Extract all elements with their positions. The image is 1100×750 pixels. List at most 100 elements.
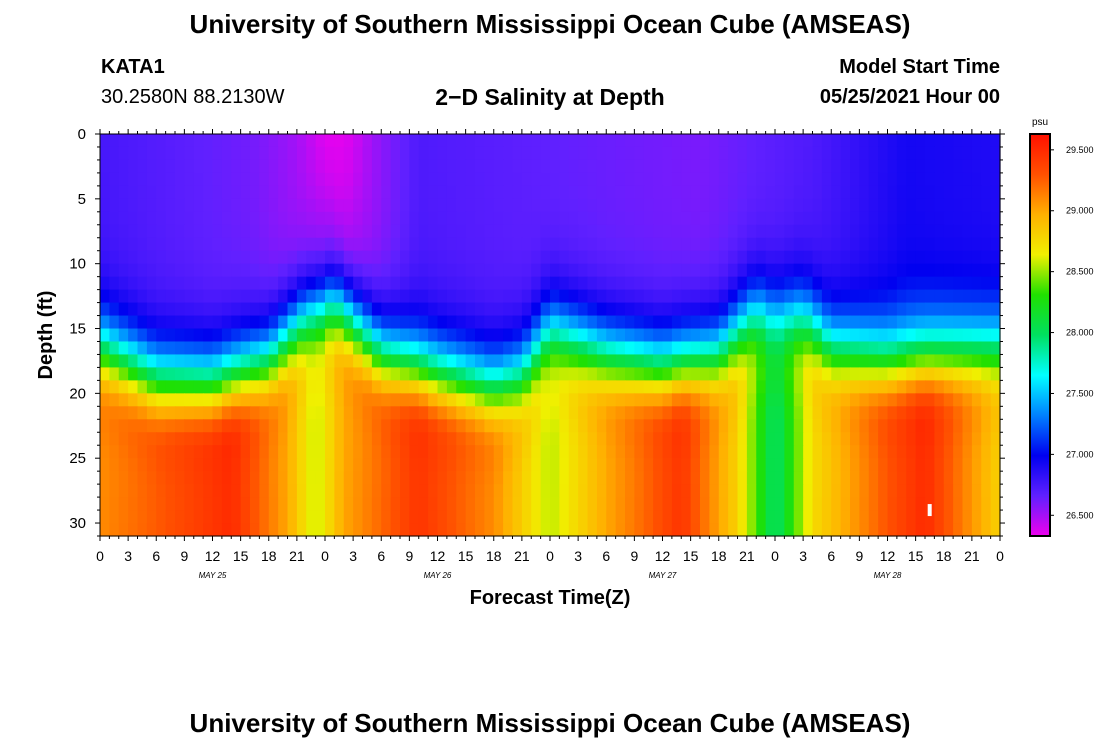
heatmap-cell bbox=[596, 484, 607, 498]
heatmap-cell bbox=[503, 432, 514, 446]
heatmap-cell bbox=[146, 380, 157, 394]
heatmap-cell bbox=[371, 484, 382, 498]
heatmap-cell bbox=[175, 224, 185, 239]
heatmap-cell bbox=[165, 134, 176, 148]
heatmap-cell bbox=[615, 302, 626, 317]
heatmap-cell bbox=[756, 289, 767, 304]
heatmap-cell bbox=[362, 419, 373, 433]
heatmap-cell bbox=[643, 341, 654, 356]
heatmap-cell bbox=[400, 185, 410, 200]
heatmap-cell bbox=[625, 185, 635, 200]
heatmap-cell bbox=[765, 458, 776, 472]
heatmap-cell bbox=[428, 250, 439, 265]
heatmap-cell bbox=[175, 458, 185, 472]
heatmap-cell bbox=[896, 471, 907, 485]
heatmap-cell bbox=[156, 523, 167, 537]
heatmap-cell bbox=[296, 406, 307, 420]
heatmap-cell bbox=[296, 328, 307, 343]
heatmap-cell bbox=[503, 302, 514, 317]
x-tick-label: 0 bbox=[546, 548, 554, 564]
heatmap-cell bbox=[859, 523, 870, 537]
heatmap-cell bbox=[662, 237, 673, 252]
heatmap-cell bbox=[128, 276, 139, 291]
heatmap-cell bbox=[212, 185, 223, 200]
heatmap-cell bbox=[962, 445, 973, 459]
footer-title: University of Southern Mississippi Ocean… bbox=[189, 708, 911, 738]
heatmap-cell bbox=[484, 198, 495, 213]
heatmap-cell bbox=[231, 354, 242, 369]
heatmap-cell bbox=[371, 276, 382, 291]
heatmap-cell bbox=[315, 237, 326, 252]
heatmap-cell bbox=[728, 198, 739, 213]
heatmap-cell bbox=[146, 250, 157, 265]
heatmap-cell bbox=[343, 276, 354, 291]
heatmap-cell bbox=[709, 367, 720, 381]
heatmap-cell bbox=[578, 341, 589, 356]
heatmap-cell bbox=[962, 367, 973, 381]
heatmap-cell bbox=[428, 315, 439, 330]
heatmap-cell bbox=[531, 393, 542, 407]
heatmap-cell bbox=[896, 341, 907, 356]
heatmap-cell bbox=[681, 302, 692, 317]
heatmap-cell bbox=[306, 354, 317, 369]
heatmap-cell bbox=[784, 523, 795, 537]
heatmap-cell bbox=[887, 198, 898, 213]
heatmap-cell bbox=[137, 250, 148, 265]
heatmap-cell bbox=[137, 146, 148, 161]
heatmap-cell bbox=[634, 250, 645, 265]
heatmap-cell bbox=[784, 263, 795, 278]
heatmap-cell bbox=[550, 406, 560, 420]
heatmap-cell bbox=[240, 237, 251, 252]
heatmap-cell bbox=[878, 393, 889, 407]
heatmap-cell bbox=[550, 341, 560, 356]
heatmap-cell bbox=[268, 393, 279, 407]
y-axis-label: Depth (ft) bbox=[35, 291, 57, 380]
heatmap-cell bbox=[165, 302, 176, 317]
heatmap-cell bbox=[784, 367, 795, 381]
heatmap-cell bbox=[840, 159, 851, 174]
x-tick-label: 9 bbox=[180, 548, 188, 564]
heatmap-cell bbox=[203, 510, 214, 524]
heatmap-cell bbox=[259, 146, 270, 161]
heatmap-cell bbox=[953, 134, 964, 148]
heatmap-cell bbox=[681, 315, 692, 330]
heatmap-cell bbox=[596, 458, 607, 472]
heatmap-cell bbox=[718, 419, 729, 433]
heatmap-cell bbox=[390, 250, 401, 265]
heatmap-cell bbox=[550, 224, 560, 239]
heatmap-cell bbox=[362, 224, 373, 239]
heatmap-cell bbox=[343, 185, 354, 200]
heatmap-cell bbox=[137, 367, 148, 381]
heatmap-cell bbox=[606, 146, 617, 161]
heatmap-cell bbox=[456, 250, 467, 265]
heatmap-cell bbox=[400, 432, 410, 446]
heatmap-cell bbox=[240, 302, 251, 317]
heatmap-cell bbox=[643, 497, 654, 511]
heatmap-cell bbox=[906, 523, 917, 537]
heatmap-cell bbox=[587, 315, 598, 330]
heatmap-cell bbox=[165, 419, 176, 433]
heatmap-cell bbox=[146, 406, 157, 420]
heatmap-cell bbox=[306, 146, 317, 161]
heatmap-cell bbox=[287, 276, 298, 291]
heatmap-cell bbox=[109, 523, 120, 537]
heatmap-cell bbox=[981, 445, 992, 459]
heatmap-cell bbox=[953, 458, 964, 472]
heatmap-cell bbox=[878, 224, 889, 239]
heatmap-cell bbox=[775, 198, 785, 213]
heatmap-cell bbox=[156, 250, 167, 265]
heatmap-cell bbox=[278, 523, 289, 537]
heatmap-cell bbox=[156, 276, 167, 291]
heatmap-cell bbox=[362, 354, 373, 369]
heatmap-cell bbox=[475, 328, 485, 343]
heatmap-cell bbox=[287, 263, 298, 278]
heatmap-cell bbox=[371, 185, 382, 200]
heatmap-cell bbox=[831, 341, 842, 356]
heatmap-cell bbox=[456, 134, 467, 148]
heatmap-cell bbox=[231, 393, 242, 407]
heatmap-cell bbox=[456, 393, 467, 407]
heatmap-cell bbox=[165, 237, 176, 252]
heatmap-cell bbox=[737, 185, 748, 200]
heatmap-cell bbox=[418, 354, 429, 369]
heatmap-cell bbox=[718, 134, 729, 148]
